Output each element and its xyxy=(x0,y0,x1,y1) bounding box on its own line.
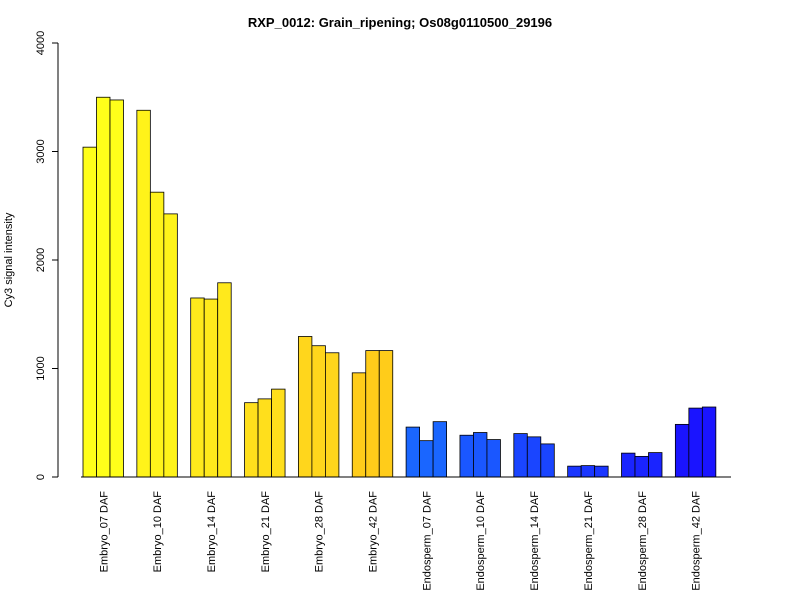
bar xyxy=(432,421,448,478)
bar xyxy=(271,388,286,478)
y-tick-label: 0 xyxy=(35,474,47,480)
bar xyxy=(149,191,165,478)
y-tick-label: 4000 xyxy=(35,31,47,55)
y-tick-label: 2000 xyxy=(35,248,47,272)
bar xyxy=(351,372,367,478)
x-tick-label: Embryo_10 DAF xyxy=(152,491,164,573)
bar xyxy=(109,99,124,478)
bar xyxy=(473,432,488,478)
bar xyxy=(217,282,232,478)
x-tick-label: Embryo_21 DAF xyxy=(260,491,272,573)
bar xyxy=(257,398,272,478)
bar xyxy=(540,443,555,478)
bar xyxy=(311,345,326,478)
bars xyxy=(82,96,717,478)
x-tick-label: Endosperm_28 DAF xyxy=(637,491,649,591)
bar xyxy=(163,213,178,478)
bar xyxy=(324,352,340,478)
x-tick-labels: Embryo_07 DAF Embryo_10 DAF Embryo_14 DAF E… xyxy=(98,491,702,591)
x-tick-label: Embryo_42 DAF xyxy=(368,491,380,573)
bar xyxy=(96,96,111,478)
x-tick-label: Endosperm_07 DAF xyxy=(421,491,433,591)
bar xyxy=(526,436,542,478)
bar xyxy=(594,465,609,478)
bar xyxy=(674,423,690,478)
y-axis: 0 1000 2000 3000 4000 xyxy=(35,31,59,480)
bar xyxy=(459,434,474,478)
y-axis-label: Cy3 signal intensity xyxy=(3,212,15,307)
y-tick-label: 1000 xyxy=(35,356,47,380)
bar xyxy=(378,350,394,478)
bar xyxy=(621,452,636,478)
x-tick-label: Embryo_28 DAF xyxy=(314,491,326,573)
bar xyxy=(567,465,582,478)
bar xyxy=(513,433,528,478)
x-tick-label: Endosperm_42 DAF xyxy=(691,491,703,591)
bar xyxy=(405,426,421,478)
x-tick-label: Embryo_14 DAF xyxy=(206,491,218,573)
x-tick-label: Endosperm_10 DAF xyxy=(475,491,487,591)
bar xyxy=(203,298,219,478)
bar xyxy=(82,146,97,478)
bar xyxy=(648,452,663,478)
bar xyxy=(365,350,380,478)
x-tick-label: Endosperm_21 DAF xyxy=(583,491,595,591)
bar xyxy=(136,109,151,478)
y-tick-label: 3000 xyxy=(35,139,47,163)
bar xyxy=(419,440,434,478)
bar xyxy=(244,402,259,478)
x-tick-label: Endosperm_14 DAF xyxy=(529,491,541,591)
bar xyxy=(688,407,703,478)
bar xyxy=(634,455,649,478)
bar xyxy=(486,439,501,478)
x-tick-label: Embryo_07 DAF xyxy=(98,491,110,573)
bar xyxy=(580,465,596,478)
bar xyxy=(701,406,717,478)
chart-title: RXP_0012: Grain_ripening; Os08g0110500_2… xyxy=(248,15,552,30)
bar xyxy=(190,297,205,478)
bar xyxy=(297,336,313,478)
